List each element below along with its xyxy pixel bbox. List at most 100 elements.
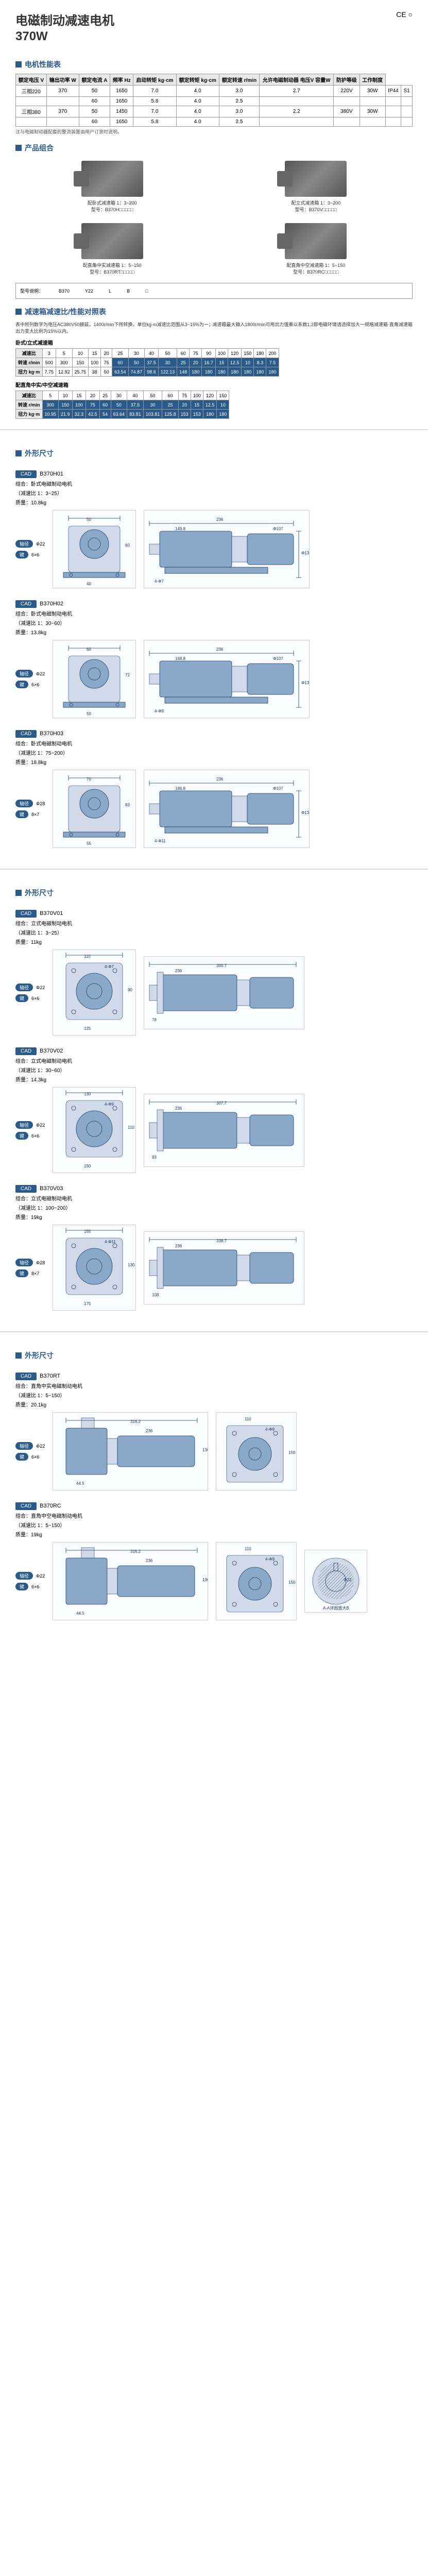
model-code: B370H02 [40,601,63,607]
product-item: 配立式减速箱 1：3~200型号：B370V□□□□□ [219,161,413,213]
svg-text:Φ107: Φ107 [273,656,283,661]
svg-text:300.7: 300.7 [216,963,227,968]
ra-side-drawing: 316.2 236 44.5 130 [53,1412,208,1490]
svg-text:110: 110 [128,1125,134,1130]
cad-block: CADB370RC 组合：直角中空电磁制动电机 （减速比 1：5~150） 质量… [15,1501,413,1620]
svg-text:236: 236 [146,1429,153,1433]
svg-text:55: 55 [87,841,91,846]
model-code: B370V01 [40,910,63,917]
svg-text:72: 72 [125,673,130,677]
svg-text:236: 236 [216,647,224,652]
key-label: 键 [15,551,28,558]
svg-text:4-Φ11: 4-Φ11 [105,1240,116,1244]
svg-text:236: 236 [216,517,224,522]
cad-block: CADB370V03 组合：立式电磁制动电机 （减速比 1：100~200） 质… [15,1183,413,1311]
col-header: 允许电磁制动器 电压V 容量W [260,74,334,86]
side-drawing: 236 168.8 Φ130 4-Φ9 Φ107 [144,640,310,718]
weight-text: 质量：10.8kg [15,498,413,506]
svg-text:4-Φ9: 4-Φ9 [265,1557,275,1562]
shaft-label: 轴径 [15,984,33,991]
ratio-table-2: 减速比5101520253040506075100120150转速 r/min3… [15,391,229,419]
svg-text:44.5: 44.5 [76,1481,84,1486]
model-code: B370RT [40,1373,60,1379]
svg-text:Φ107: Φ107 [273,527,283,531]
svg-text:Φ130: Φ130 [301,810,309,815]
hollow-detail: A-A详图放大B Φ22 [304,1550,367,1613]
col-header: 额定转速 r/min [219,74,259,86]
svg-text:150: 150 [84,1164,91,1168]
svg-text:110: 110 [84,954,91,959]
bullet-icon [15,890,22,896]
weight-text: 质量：19kg [15,1530,413,1538]
combo-text: 组合：卧式电磁制动电机 [15,609,413,617]
svg-text:93: 93 [152,1155,157,1160]
cad-badge: CAD [15,600,37,608]
svg-text:130: 130 [202,1448,208,1452]
side-drawing: 338.7 236 108 [144,1231,304,1304]
weight-text: 质量：19kg [15,1213,413,1221]
cad-badge: CAD [15,470,37,478]
cad-block: CADB370V01 组合：立式电磁制动电机 （减速比 1：3~25） 质量：1… [15,908,413,1036]
model-code: B370H01 [40,471,63,477]
key-label: 键 [15,681,28,688]
key-label: 键 [15,810,28,818]
shaft-label: 轴径 [15,670,33,677]
shaft-label: 轴径 [15,1121,33,1129]
svg-text:175: 175 [84,1301,91,1306]
shaft-label: 轴径 [15,1572,33,1580]
key-label: 键 [15,1269,28,1277]
cad-block: CADB370V02 组合：立式电磁制动电机 （减速比 1：30~60） 质量：… [15,1046,413,1173]
front-drawing: 70 83 55 [53,770,136,848]
side-drawing: 236 186.8 Φ130 4-Φ11 Φ107 [144,770,310,848]
bullet-icon [15,309,22,315]
svg-text:Φ130: Φ130 [301,551,309,555]
ra-side-drawing: 316.2 236 44.5 130 [53,1542,208,1620]
page-2: 外形尺寸 CADB370H01 组合：卧式电磁制动电机 （减速比 1：3~25）… [0,429,428,869]
svg-text:40: 40 [87,582,91,586]
col-header: 额定转矩 kg·cm [176,74,219,86]
svg-text:4-Φ11: 4-Φ11 [155,839,166,843]
motor-spec-table: 额定电压 V输出功率 W额定电流 A频率 Hz启动转矩 kg·cm额定转矩 kg… [15,74,413,127]
svg-text:90: 90 [128,988,132,992]
combo-text: 组合：立式电磁制动电机 [15,1194,413,1202]
svg-text:168.8: 168.8 [175,656,186,661]
weight-text: 质量：18.8kg [15,758,413,766]
svg-text:A-A详图放大B: A-A详图放大B [323,1605,349,1611]
svg-text:130: 130 [84,1092,91,1096]
svg-text:108: 108 [152,1293,159,1297]
svg-text:4-Φ9: 4-Φ9 [265,1427,275,1432]
weight-text: 质量：13.8kg [15,628,413,636]
page-3: 外形尺寸 CADB370V01 组合：立式电磁制动电机 （减速比 1：3~25）… [0,869,428,1331]
side-drawing: 236 149.8 Φ130 4-Φ7 Φ107 [144,510,310,588]
section-motor-spec: 电机性能表 [15,59,413,70]
product-item: 配卧式减速箱 1：3~200型号：B370H□□□□□ [15,161,209,213]
cad-badge: CAD [15,910,37,918]
ratio-table-1: 减速比3510152025304050607590100120150180200… [15,348,279,377]
svg-text:4-Φ9: 4-Φ9 [155,709,164,714]
weight-text: 质量：14.3kg [15,1075,413,1083]
side-drawing: 300.7 236 78 [144,956,304,1029]
svg-text:150: 150 [288,1450,296,1455]
svg-text:236: 236 [216,777,224,782]
shaft-label: 轴径 [15,800,33,807]
combo-text: 组合：立式电磁制动电机 [15,1057,413,1064]
bullet-icon [15,145,22,151]
flange-drawing: 155 130 175 4-Φ11 [53,1225,136,1311]
svg-text:236: 236 [175,969,182,973]
svg-text:316.2: 316.2 [130,1419,141,1424]
svg-text:50: 50 [87,517,91,522]
model-code: B370V03 [40,1185,63,1192]
cad-block: CADB370H02 组合：卧式电磁制动电机 （减速比 1：30~60） 质量：… [15,599,413,718]
page-1: 电磁制动减速电机 370W CE ○ 电机性能表 额定电压 V输出功率 W额定电… [0,0,428,429]
col-header: 额定电压 V [16,74,47,86]
front-drawing: 50 60 40 [53,510,136,588]
shaft-label: 轴径 [15,1259,33,1266]
product-image [81,161,143,197]
page-4: 外形尺寸 CADB370RT 组合：直角中实电磁制动电机 （减速比 1：5~15… [0,1331,428,1641]
svg-text:236: 236 [175,1244,182,1248]
key-label: 键 [15,1583,28,1590]
cad-block: CADB370RT 组合：直角中实电磁制动电机 （减速比 1：5~150） 质量… [15,1371,413,1490]
model-code: B370RC [40,1503,61,1509]
svg-text:236: 236 [146,1558,153,1563]
svg-text:Φ22: Φ22 [344,1578,352,1582]
